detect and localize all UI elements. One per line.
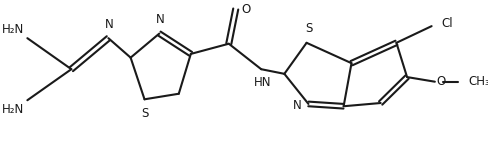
Text: HN: HN <box>253 76 271 89</box>
Text: S: S <box>305 22 313 35</box>
Text: N: N <box>293 99 302 112</box>
Text: S: S <box>141 107 148 120</box>
Text: O: O <box>241 3 250 15</box>
Text: O: O <box>437 75 446 88</box>
Text: Cl: Cl <box>442 17 453 30</box>
Text: H₂N: H₂N <box>1 23 23 36</box>
Text: H₂N: H₂N <box>1 103 23 116</box>
Text: N: N <box>105 18 114 31</box>
Text: CH₃: CH₃ <box>468 75 488 88</box>
Text: N: N <box>156 13 164 26</box>
